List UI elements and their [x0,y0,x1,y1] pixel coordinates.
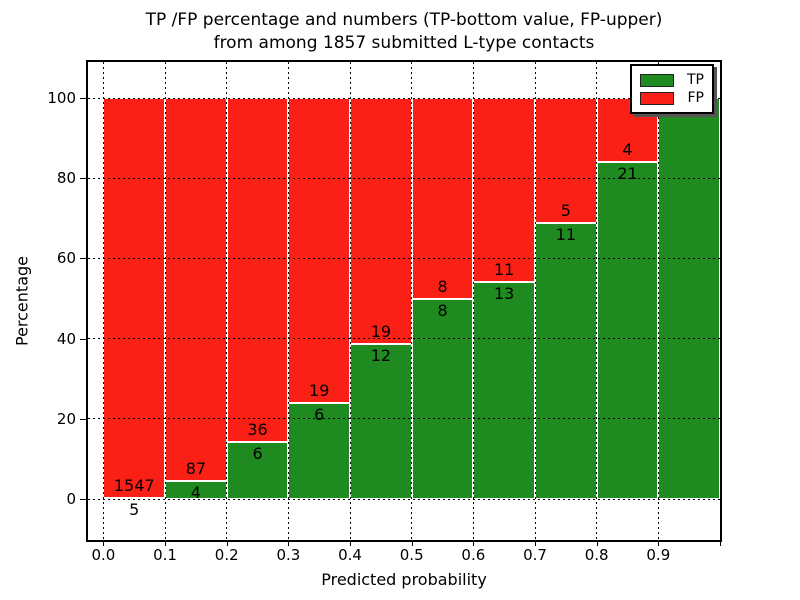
tp-bar-segment [658,98,720,500]
tp-color-swatch [640,73,674,87]
x-tick-label: 0.9 [646,546,671,564]
x-tick-mark [165,540,167,546]
x-tick-mark [411,540,413,546]
tp-bar-segment [596,162,659,500]
x-tick-mark [288,540,290,546]
x-tick-mark [103,540,105,546]
y-tick-mark [80,258,86,260]
legend-label-fp: FP [687,90,705,106]
fp-bar-segment [226,98,289,442]
fp-bar-segment [411,98,474,299]
x-tick-mark [473,540,475,546]
y-gridline [88,418,720,420]
x-tick-label: 0.1 [153,546,177,564]
y-tick-mark [80,178,86,180]
legend-label-tp: TP [687,72,704,88]
tp-count-label: 8 [437,300,448,320]
tp-count-label: 5 [129,499,140,519]
x-gridline [657,62,659,540]
chart-title-line2: from among 1857 submitted L-type contact… [213,33,595,53]
tp-count-label: 6 [314,404,325,424]
fp-count-label: 11 [494,259,515,279]
fp-count-label: 4 [622,140,633,160]
fp-count-label: 1547 [113,475,155,495]
tp-bar-segment [226,441,289,500]
y-gridline [88,338,720,340]
fp-count-label: 8 [437,276,448,296]
legend-item-tp: TP [640,71,704,89]
tp-bar-segment [411,298,474,500]
tp-count-label: 21 [617,164,638,184]
tp-count-label: 12 [370,345,392,365]
legend: TP FP [630,64,714,114]
tp-bar-segment [535,223,597,500]
fp-bar-segment [165,98,227,482]
x-gridline [472,62,474,540]
fp-count-label: 19 [309,380,330,400]
y-gridline [88,498,720,500]
x-gridline [349,62,351,540]
x-tick-label: 0.7 [523,546,547,564]
y-tick-label: 100 [47,89,76,108]
y-tick-label: 20 [56,409,76,428]
tp-count-label: 6 [252,443,263,463]
x-tick-label: 0.8 [584,546,609,564]
y-tick-mark [80,98,86,100]
legend-item-fp: FP [640,89,704,107]
x-axis-label: Predicted probability [321,570,487,589]
x-gridline [411,62,413,540]
fp-color-swatch [640,91,674,105]
x-tick-label: 0.0 [91,546,116,564]
y-gridline [88,97,720,99]
x-tick-label: 0.3 [276,546,301,564]
x-tick-mark [596,540,598,546]
plot-area: TP FP 15475874366196191288111351142135 [86,60,722,542]
tp-bar-segment [350,343,412,500]
y-axis-label: Percentage [12,255,32,347]
y-tick-mark [80,499,86,501]
fp-bar-segment [288,98,351,403]
y-tick-label: 40 [56,329,76,348]
chart-title-line1: TP /FP percentage and numbers (TP-bottom… [145,10,663,30]
fp-count-label: 19 [370,321,392,341]
x-tick-label: 0.4 [338,546,362,564]
x-gridline [534,62,536,540]
tp-count-label: 11 [555,225,577,245]
x-gridline [164,62,166,540]
x-tick-mark [658,540,660,546]
tp-bar-segment [473,281,536,500]
x-tick-mark [226,540,228,546]
fp-bar-segment [473,98,536,282]
tp-count-label: 13 [494,283,515,303]
y-tick-mark [80,418,86,420]
x-tick-label: 0.2 [214,546,239,564]
y-gridline [88,257,720,259]
x-tick-mark [535,540,537,546]
tp-count-label: 4 [190,483,201,503]
x-gridline [226,62,228,540]
fp-count-label: 87 [185,459,207,479]
fp-bar-segment [103,98,166,498]
chart-title: TP /FP percentage and numbers (TP-bottom… [88,9,720,55]
fp-count-label: 5 [560,201,571,221]
fp-count-label: 36 [247,419,268,439]
x-tick-mark [350,540,352,546]
y-gridline [88,177,720,179]
y-tick-label: 80 [56,169,76,188]
x-gridline [287,62,289,540]
x-tick-mark [720,540,721,546]
y-tick-mark [80,338,86,340]
fp-bar-segment [350,98,412,344]
y-tick-label: 0 [66,490,76,509]
x-gridline [102,62,104,540]
y-tick-label: 60 [56,249,76,268]
x-tick-label: 0.6 [461,546,486,564]
x-gridline [596,62,598,540]
x-tick-label: 0.5 [399,546,424,564]
